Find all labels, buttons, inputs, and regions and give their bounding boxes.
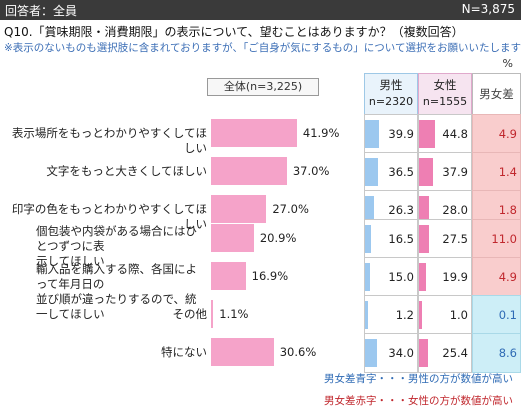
male-value-label: 34.0 (388, 346, 414, 360)
female-bar (419, 225, 429, 253)
question-title: Q10.「賞味期限・消費期限」の表示について、望むことはありますか？（複数回答） (4, 25, 464, 39)
female-value-label: 28.0 (442, 203, 468, 217)
female-column-header: 女性 n=1555 (418, 73, 472, 115)
diff-value-label: 1.4 (498, 165, 517, 179)
footnote-blue: 男女差青字・・・男性の方が数値が高い (324, 373, 513, 385)
female-value-label: 19.9 (442, 270, 468, 284)
total-value-label: 41.9% (302, 126, 340, 140)
total-value-label: 1.1% (219, 307, 249, 321)
category-label-line: 輸入品を購入する際、各国によって年月日の (36, 262, 197, 291)
female-value-label: 1.0 (449, 308, 468, 322)
male-bar (365, 301, 368, 329)
total-value-label: 16.9% (251, 269, 289, 283)
total-value-label: 27.0% (272, 202, 309, 216)
male-cell: 16.5 (364, 219, 418, 259)
diff-value-label: 1.8 (498, 203, 517, 217)
category-label-line: その他 (172, 307, 208, 321)
selection-note: ※表示のないものも選択肢に含まれておりますが、「ご自身が気にするもの」について選… (4, 42, 521, 54)
female-cell: 1.0 (418, 295, 472, 335)
female-bar (419, 263, 427, 291)
male-n: n=2320 (368, 95, 414, 108)
category-label: 特にない (4, 345, 207, 360)
total-bar (211, 338, 274, 366)
diff-cell: 8.6 (472, 333, 521, 373)
female-n: n=1555 (422, 95, 468, 108)
category-label-line: 表示場所をもっとわかりやすくしてほしい (11, 126, 207, 155)
female-bar (419, 120, 436, 148)
male-value-label: 36.5 (388, 165, 414, 179)
female-bar (419, 301, 422, 329)
male-bar (365, 225, 371, 253)
diff-cell: 4.9 (472, 257, 521, 297)
category-label: 個包装や内袋がある場合にはひとつずつに表 示してほしい (36, 224, 204, 269)
diff-cell: 0.1 (472, 295, 521, 335)
total-bar (211, 195, 267, 223)
male-value-label: 1.2 (395, 308, 414, 322)
male-value-label: 26.3 (388, 203, 414, 217)
male-bar (365, 158, 379, 186)
category-label: 表示場所をもっとわかりやすくしてほしい (4, 126, 207, 156)
female-value-label: 25.4 (442, 346, 468, 360)
total-value-label: 37.0% (292, 164, 330, 178)
male-bar (365, 263, 371, 291)
total-bar (211, 119, 297, 147)
footnote-red: 男女差赤字・・・女性の方が数値が高い (324, 395, 513, 407)
category-label-line: 文字をもっと大きくしてほしい (46, 164, 207, 178)
female-value-label: 27.5 (442, 232, 468, 246)
female-bar (419, 158, 433, 186)
total-value-label: 20.9% (259, 231, 297, 245)
female-cell: 19.9 (418, 257, 472, 297)
male-value-label: 16.5 (388, 232, 414, 246)
male-cell: 1.2 (364, 295, 418, 335)
top-bar: 回答者：全員 N=3,875 (0, 0, 521, 20)
male-column-header: 男性 n=2320 (364, 73, 418, 115)
female-cell: 27.5 (418, 219, 472, 259)
female-label: 女性 (433, 78, 457, 92)
diff-value-label: 11.0 (491, 232, 517, 246)
category-label-line: 特にない (161, 345, 207, 359)
total-header: 全体(n=3,225) (207, 78, 319, 96)
total-n: N=3,875 (461, 2, 515, 16)
total-value-label: 30.6% (279, 345, 317, 359)
category-label-line: 示してほしい (36, 254, 105, 268)
female-bar (419, 339, 429, 367)
diff-column-header: 男女差 (472, 73, 521, 115)
male-value-label: 39.9 (388, 127, 414, 141)
diff-value-label: 8.6 (498, 346, 517, 360)
unit-label: % (502, 57, 513, 70)
category-label-line: 個包装や内袋がある場合にはひとつずつに表 (36, 224, 197, 253)
diff-value-label: 0.1 (498, 308, 517, 322)
total-bar (211, 157, 287, 185)
diff-value-label: 4.9 (498, 270, 517, 284)
total-bar (211, 262, 246, 290)
category-label: 輸入品を購入する際、各国によって年月日の 並び順が違ったりするので、統一してほしい (36, 262, 204, 322)
category-label-line: 並び順が違ったりするので、統一してほしい (36, 292, 197, 321)
category-label: その他 (4, 307, 208, 322)
male-label: 男性 (379, 78, 403, 92)
female-cell: 44.8 (418, 114, 472, 154)
female-bar (419, 196, 430, 224)
female-value-label: 37.9 (442, 165, 468, 179)
male-cell: 39.9 (364, 114, 418, 154)
male-cell: 34.0 (364, 333, 418, 373)
male-value-label: 15.0 (388, 270, 414, 284)
diff-value-label: 4.9 (498, 127, 517, 141)
female-cell: 25.4 (418, 333, 472, 373)
diff-cell: 11.0 (472, 219, 521, 259)
female-value-label: 44.8 (442, 127, 468, 141)
respondents-label: 回答者：全員 (5, 4, 78, 18)
total-bar (211, 300, 214, 328)
diff-cell: 4.9 (472, 114, 521, 154)
category-label: 文字をもっと大きくしてほしい (4, 164, 207, 179)
total-bar (211, 224, 254, 252)
category-label: 印字の色をもっとわかりやすくしてほしい (4, 202, 207, 232)
male-bar (365, 339, 378, 367)
female-cell: 37.9 (418, 152, 472, 192)
diff-cell: 1.4 (472, 152, 521, 192)
male-bar (365, 196, 375, 224)
category-label-line: 印字の色をもっとわかりやすくしてほしい (11, 202, 207, 231)
male-bar (365, 120, 380, 148)
male-cell: 36.5 (364, 152, 418, 192)
male-cell: 15.0 (364, 257, 418, 297)
